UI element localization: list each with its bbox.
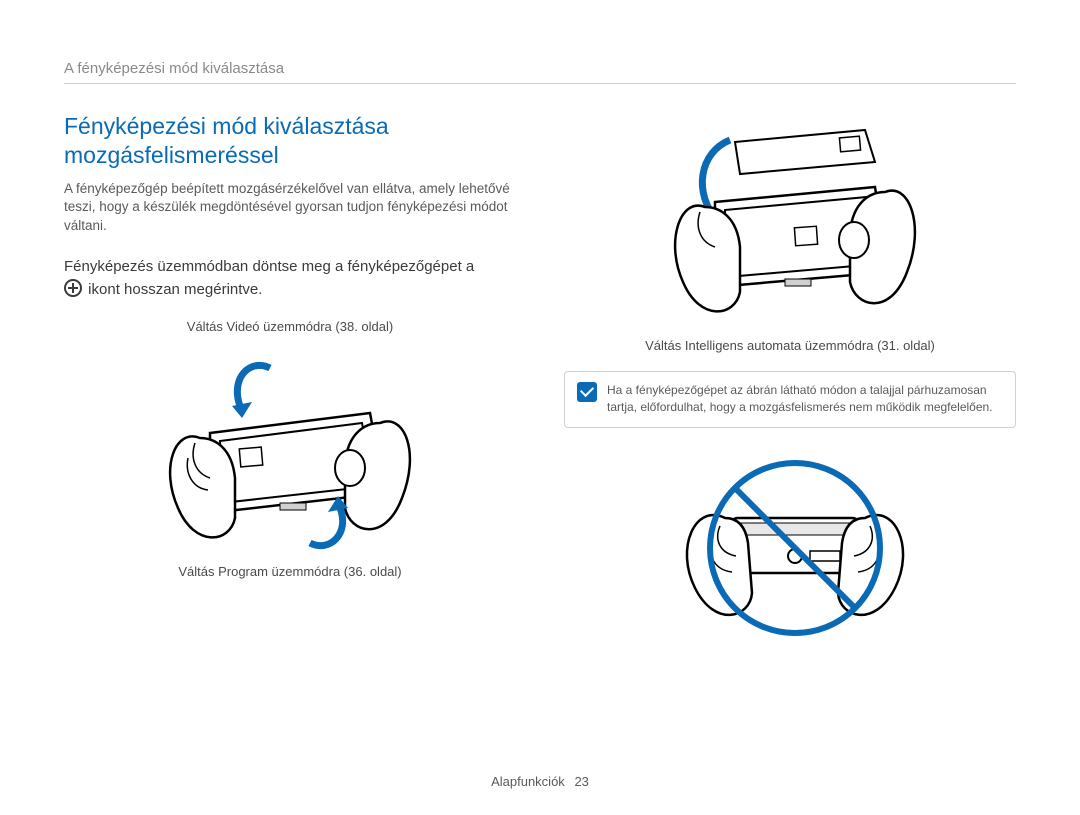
illustration-flat-prohibited <box>564 448 1016 648</box>
note-box: Ha a fényképezőgépet az ábrán látható mó… <box>564 371 1016 428</box>
caption-program-mode: Váltás Program üzemmódra (36. oldal) <box>64 564 516 579</box>
section-title: Fényképezési mód kiválasztása mozgásfeli… <box>64 112 516 170</box>
right-column: Váltás Intelligens automata üzemmódra (3… <box>564 112 1016 648</box>
caption-video-mode: Váltás Videó üzemmódra (38. oldal) <box>64 319 516 334</box>
note-text: Ha a fényképezőgépet az ábrán látható mó… <box>607 382 1003 417</box>
two-column-layout: Fényképezési mód kiválasztása mozgásfeli… <box>64 112 1016 648</box>
caption-smart-auto-mode: Váltás Intelligens automata üzemmódra (3… <box>564 338 1016 353</box>
page-footer: Alapfunkciók 23 <box>0 774 1080 789</box>
mode-dial-icon <box>64 279 82 297</box>
instruction-text: Fényképezés üzemmódban döntse meg a fény… <box>64 256 516 301</box>
footer-section-label: Alapfunkciók <box>491 774 565 789</box>
page-header-breadcrumb: A fényképezési mód kiválasztása <box>64 60 1016 84</box>
manual-page: A fényképezési mód kiválasztása Fényképe… <box>0 0 1080 688</box>
intro-paragraph: A fényképezőgép beépített mozgásérzékelő… <box>64 180 516 237</box>
note-check-icon <box>577 382 597 402</box>
left-column: Fényképezési mód kiválasztása mozgásfeli… <box>64 112 516 648</box>
illustration-tilt-back <box>64 348 516 558</box>
instruction-line-1: Fényképezés üzemmódban döntse meg a fény… <box>64 258 474 275</box>
footer-page-number: 23 <box>574 774 588 789</box>
instruction-line-2: ikont hosszan megérintve. <box>88 281 262 298</box>
illustration-tilt-forward <box>564 112 1016 332</box>
